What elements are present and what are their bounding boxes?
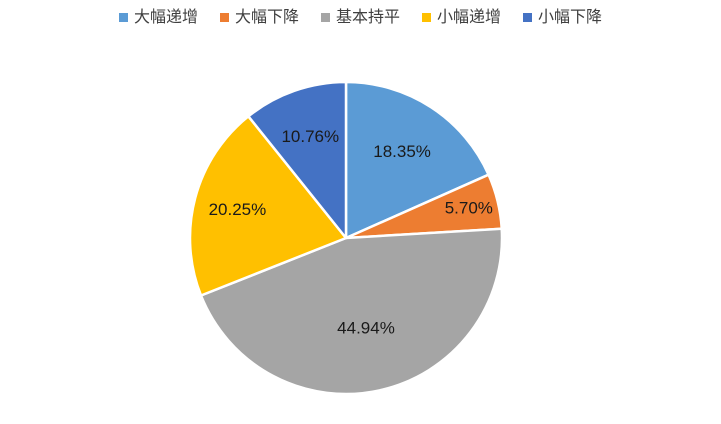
- data-label-small-decrease: 10.76%: [281, 127, 339, 146]
- pie-slice-large-increase: [344, 80, 490, 240]
- data-label-large-increase: 18.35%: [373, 142, 431, 161]
- legend-item-large-increase: 大幅递增: [118, 5, 198, 29]
- legend-swatch-large-increase: [118, 12, 128, 22]
- legend-swatch-large-decrease: [219, 12, 229, 22]
- legend-item-large-decrease: 大幅下降: [219, 5, 299, 29]
- data-label-flat: 44.94%: [337, 318, 395, 337]
- legend-label-small-decrease: 小幅下降: [538, 7, 603, 26]
- pie-slice-small-increase: [188, 115, 348, 297]
- legend-label-flat: 基本持平: [335, 7, 400, 26]
- legend-item-flat: 基本持平: [320, 5, 400, 29]
- data-label-large-decrease: 5.70%: [445, 199, 493, 218]
- pie-slice-small-decrease: [247, 80, 348, 240]
- pie-slice-flat: [199, 227, 504, 396]
- legend-label-small-increase: 小幅递增: [437, 7, 502, 26]
- legend-label-large-increase: 大幅递增: [133, 7, 198, 26]
- legend-label-large-decrease: 大幅下降: [234, 7, 299, 26]
- legend-swatch-small-decrease: [523, 12, 533, 22]
- legend-swatch-flat: [320, 12, 330, 22]
- pie-slices: [188, 80, 504, 396]
- legend-item-small-decrease: 小幅下降: [523, 5, 602, 29]
- chart-legend: 大幅递增 大幅下降 基本持平 小幅递增 小幅下降: [0, 5, 721, 29]
- legend-item-small-increase: 小幅递增: [422, 5, 501, 29]
- pie-data-labels: 18.35% 5.70% 44.94% 20.25% 10.76%: [209, 127, 493, 337]
- legend-swatch-small-increase: [422, 12, 431, 22]
- data-label-small-increase: 20.25%: [209, 200, 267, 219]
